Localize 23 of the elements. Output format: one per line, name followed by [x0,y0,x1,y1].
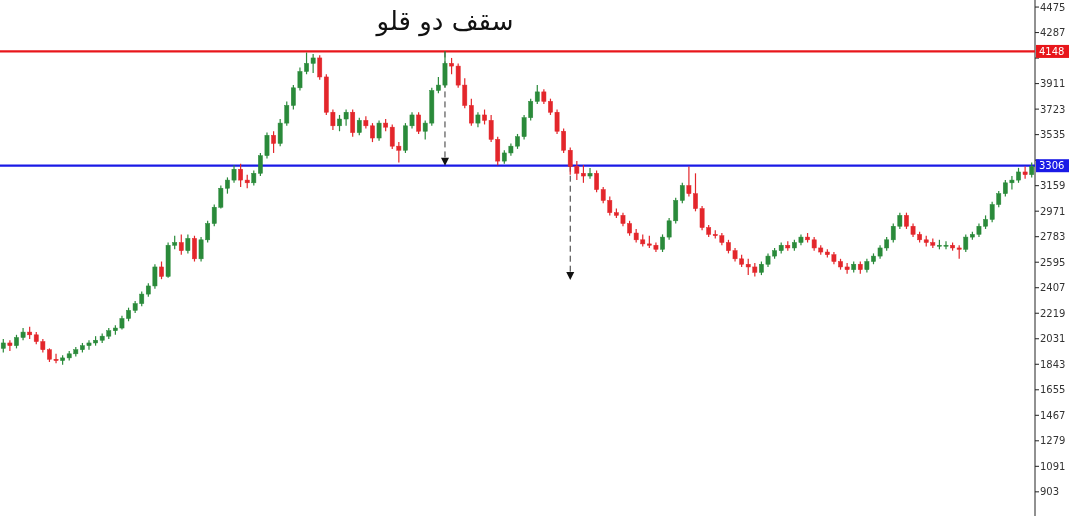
y-tick-label: 1091 [1040,460,1066,472]
y-tick-label: 2407 [1040,282,1066,294]
y-tick-label: 2031 [1040,333,1066,345]
y-tick-label: 3159 [1040,180,1066,192]
y-tick-label: 2595 [1040,256,1066,268]
ref-line-label: 4148 [1039,45,1065,57]
y-tick-label: 2219 [1040,307,1066,319]
chart-title: سقف دو قلو [374,6,514,37]
y-tick-label: 4475 [1040,1,1066,13]
y-tick-label: 3535 [1040,129,1066,141]
ref-line-label: 3306 [1039,160,1065,172]
y-tick-label: 3911 [1040,78,1066,90]
y-tick-label: 2971 [1040,205,1066,217]
y-tick-label: 4287 [1040,27,1066,39]
y-tick-label: 2783 [1040,231,1066,243]
y-tick-label: 1655 [1040,384,1066,396]
y-tick-label: 1843 [1040,358,1066,370]
y-tick-label: 903 [1040,486,1060,498]
ref-line: 4148 [0,44,1069,58]
y-tick-label: 3723 [1040,103,1066,115]
y-tick-label: 1279 [1040,435,1066,447]
ref-line: 3306 [0,159,1069,173]
y-tick-label: 1467 [1040,409,1066,421]
